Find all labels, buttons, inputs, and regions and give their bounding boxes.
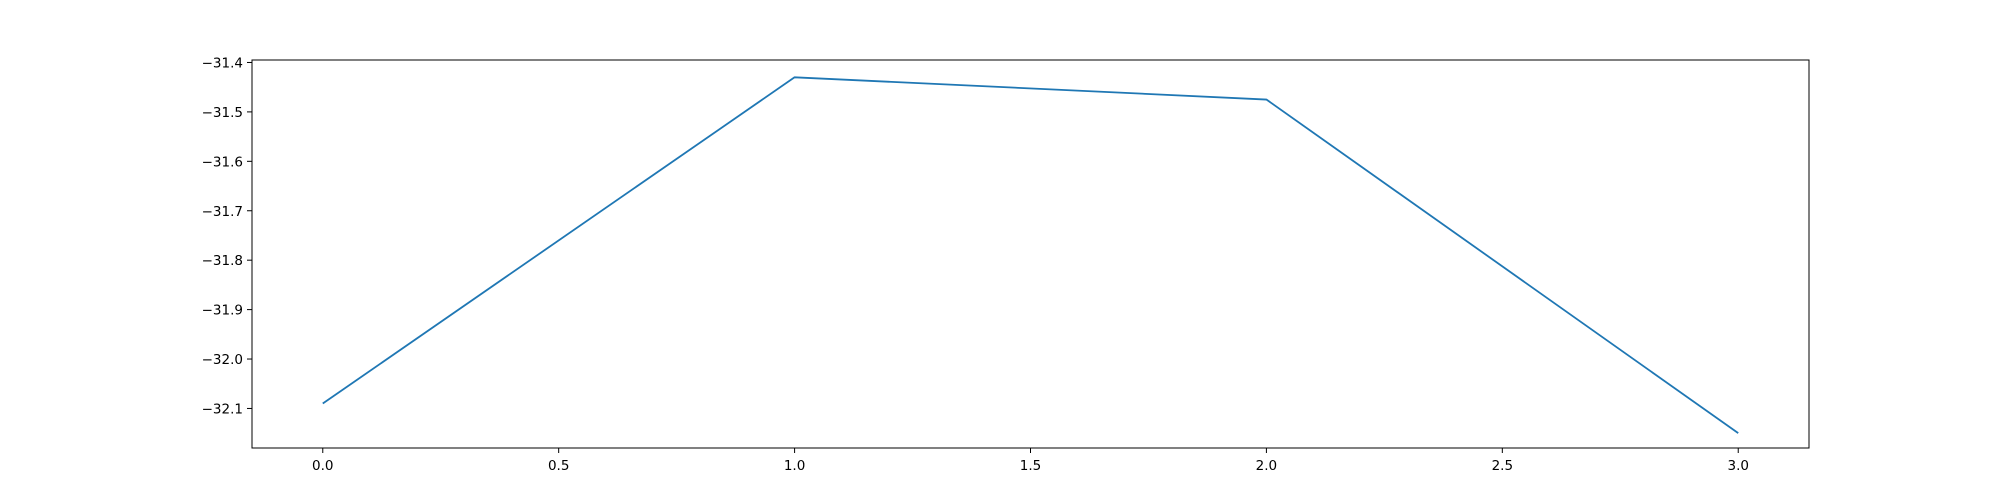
y-tick-label: −31.7 xyxy=(202,204,243,220)
y-axis: −31.4 −31.5 −31.6 −31.7 −31.8 −31.9 −32.0 −32.1 xyxy=(202,55,252,417)
y-tick-label: −32.0 xyxy=(202,352,243,368)
x-tick-label: 0.0 xyxy=(312,458,333,474)
x-tick-label: 1.5 xyxy=(1020,458,1041,474)
y-tick-label: −31.4 xyxy=(202,55,243,71)
x-tick-label: 3.0 xyxy=(1727,458,1748,474)
y-tick-label: −32.1 xyxy=(202,401,243,417)
x-tick-label: 2.0 xyxy=(1256,458,1277,474)
x-tick-label: 0.5 xyxy=(548,458,569,474)
x-tick-label: 1.0 xyxy=(784,458,805,474)
y-tick-label: −31.9 xyxy=(202,303,243,319)
x-tick-label: 2.5 xyxy=(1492,458,1513,474)
y-tick-label: −31.5 xyxy=(202,105,243,121)
y-tick-label: −31.6 xyxy=(202,154,243,170)
x-axis: 0.0 0.5 1.0 1.5 2.0 2.5 3.0 xyxy=(312,448,1749,474)
axes-frame xyxy=(251,59,1810,449)
y-tick-label: −31.8 xyxy=(202,253,243,269)
series-line xyxy=(322,76,1739,434)
